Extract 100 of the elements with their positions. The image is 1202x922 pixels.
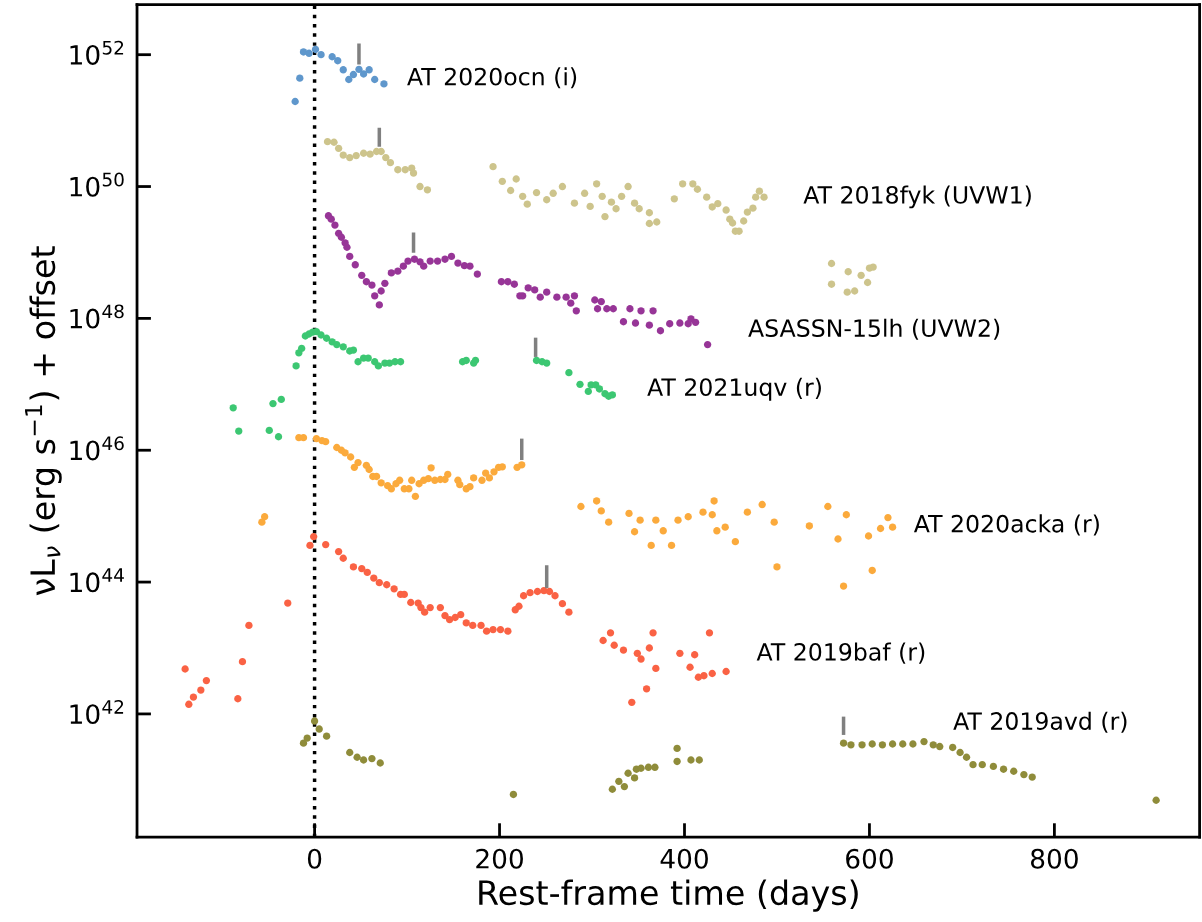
point xyxy=(978,760,986,769)
point xyxy=(878,741,887,749)
x-tick-label: 600 xyxy=(846,848,893,869)
point xyxy=(364,354,372,362)
point xyxy=(644,763,653,771)
point xyxy=(969,760,977,769)
point xyxy=(296,74,304,82)
point xyxy=(962,753,971,761)
point xyxy=(299,48,308,56)
point xyxy=(374,362,383,370)
point xyxy=(595,385,604,393)
series-label: AT 2018fyk (UVW1) xyxy=(803,185,1031,209)
point xyxy=(396,358,405,366)
point xyxy=(858,741,866,749)
point xyxy=(317,331,325,339)
point xyxy=(687,756,695,764)
point xyxy=(334,57,342,65)
point xyxy=(1010,767,1018,775)
point xyxy=(1152,796,1160,804)
point xyxy=(999,765,1008,773)
point xyxy=(359,756,368,764)
point xyxy=(949,743,957,752)
series-label: AT 2019avd (r) xyxy=(953,711,1127,733)
y-tick-label: 10$^{44}$ xyxy=(70,568,124,593)
y-tick-label: 10$^{48}$ xyxy=(70,304,124,329)
point xyxy=(365,66,373,74)
point xyxy=(1028,773,1036,781)
point xyxy=(305,49,313,57)
point xyxy=(637,764,645,772)
point xyxy=(359,70,368,78)
point xyxy=(292,362,300,370)
point xyxy=(380,80,388,88)
series-label: AT 2020ocn (i) xyxy=(407,67,577,89)
point xyxy=(624,769,632,777)
point xyxy=(297,344,306,353)
y-tick-label: 10$^{50}$ xyxy=(70,172,124,197)
point xyxy=(339,343,347,351)
point xyxy=(576,380,584,388)
point xyxy=(868,740,876,748)
point xyxy=(543,359,551,367)
series-label: AT 2020acka (r) xyxy=(913,514,1099,536)
y-tick-label: 10$^{52}$ xyxy=(70,40,124,65)
point xyxy=(920,737,928,746)
x-tick-label: 800 xyxy=(1031,848,1078,869)
y-axis-title: νL$_{ν}$ (erg s$^{−1}$) + offset xyxy=(25,246,62,596)
x-axis-title: Rest-frame time (days) xyxy=(479,879,858,912)
x-tick-label: 400 xyxy=(660,848,708,869)
point xyxy=(673,744,681,753)
point xyxy=(355,65,363,73)
point xyxy=(584,387,592,396)
point xyxy=(274,433,283,441)
point xyxy=(673,757,681,766)
point xyxy=(888,740,897,748)
point xyxy=(608,785,617,793)
point xyxy=(333,340,341,349)
point xyxy=(989,762,998,771)
point xyxy=(509,790,518,799)
point xyxy=(303,734,311,742)
point xyxy=(339,66,347,74)
point xyxy=(353,753,361,761)
point xyxy=(1020,770,1028,779)
y-tick-label: 10$^{46}$ xyxy=(70,436,124,461)
point xyxy=(376,759,384,767)
point xyxy=(354,358,362,366)
point xyxy=(349,70,358,79)
point xyxy=(371,75,379,84)
point xyxy=(311,45,320,54)
point xyxy=(328,53,336,61)
point xyxy=(322,334,331,342)
point xyxy=(695,756,703,764)
point xyxy=(346,748,354,757)
point xyxy=(608,391,617,399)
point xyxy=(310,717,319,725)
point xyxy=(615,777,623,785)
point xyxy=(229,404,237,412)
point xyxy=(299,739,308,747)
bar xyxy=(357,43,361,65)
series-label: AT 2019baf (r) xyxy=(756,642,925,664)
point xyxy=(651,763,659,771)
point xyxy=(315,725,323,733)
y-tick-label: 10$^{42}$ xyxy=(70,699,124,725)
point xyxy=(368,754,376,763)
point xyxy=(630,774,639,782)
x-tick-label: 0 xyxy=(307,848,322,869)
point xyxy=(277,395,285,404)
point xyxy=(462,356,470,365)
point xyxy=(235,427,243,435)
point xyxy=(291,97,299,106)
point xyxy=(620,782,629,791)
series-label: AT 2021uqv (r) xyxy=(647,377,821,401)
point xyxy=(322,732,331,740)
point xyxy=(269,399,277,408)
point xyxy=(345,75,353,84)
point xyxy=(936,742,944,751)
point xyxy=(265,426,273,435)
x-tick-label: 200 xyxy=(476,848,523,869)
point xyxy=(899,740,907,748)
series-label: ASASSN-15lh (UVW2) xyxy=(748,318,1000,340)
point xyxy=(317,51,325,59)
point xyxy=(565,369,573,377)
